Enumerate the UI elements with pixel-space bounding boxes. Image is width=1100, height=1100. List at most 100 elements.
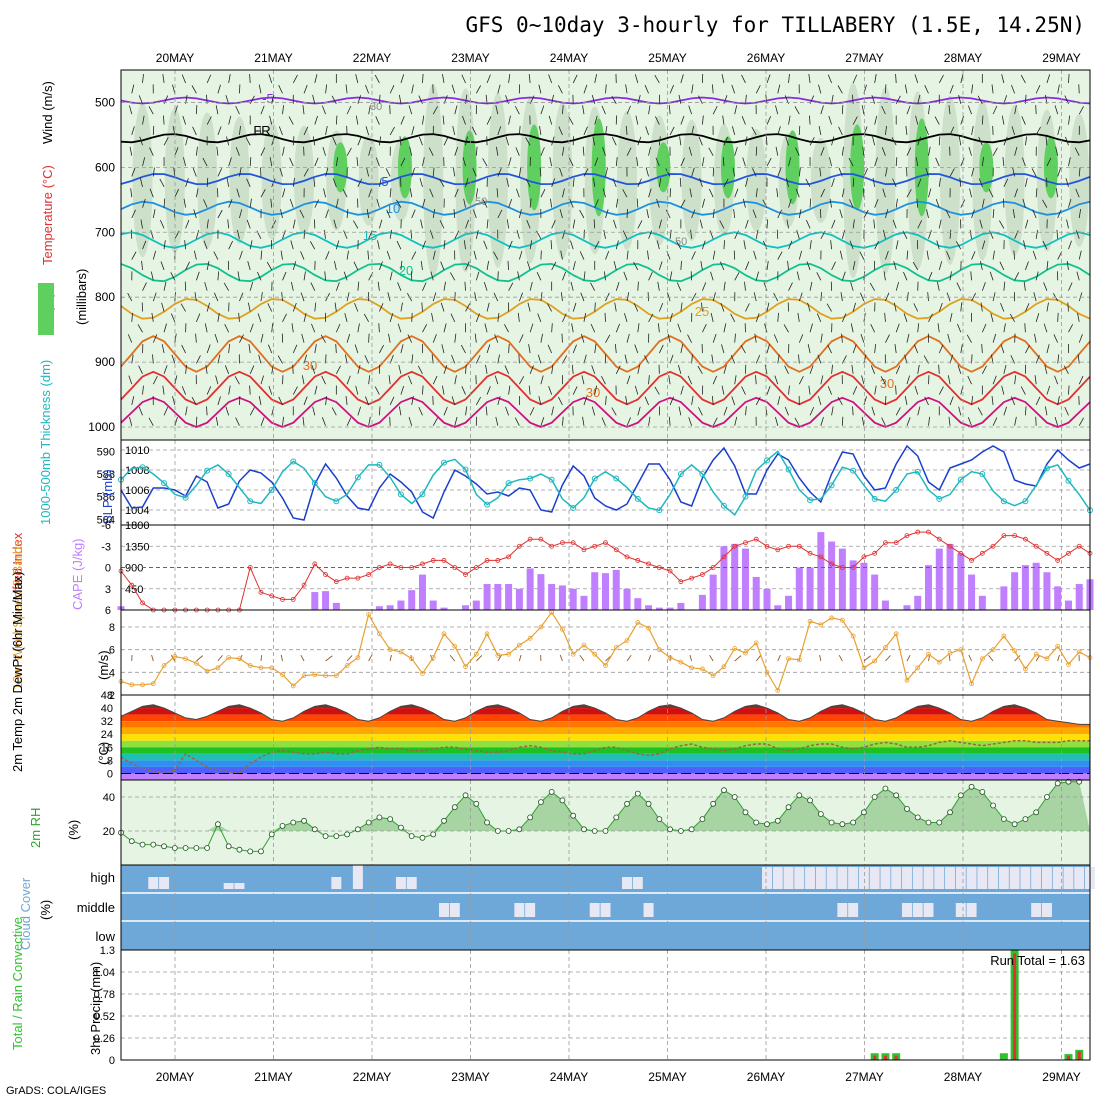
- wind-barb: [335, 115, 338, 125]
- wind-speed-marker: [775, 688, 781, 693]
- wind-barb: [841, 271, 846, 281]
- wind-barb: [303, 84, 308, 94]
- wind-barb: [755, 354, 761, 364]
- wind-barb: [224, 365, 230, 374]
- wind-barb: [723, 240, 725, 250]
- wind-speed-marker: [721, 664, 727, 670]
- rh-wet-area: [720, 136, 735, 199]
- wind-barb: [300, 251, 305, 260]
- wind-barb: [379, 261, 383, 271]
- wind-barb: [971, 251, 976, 260]
- wind-barb: [422, 324, 428, 333]
- wind-barb: [185, 136, 189, 146]
- wind-barb: [745, 303, 750, 312]
- slp-axis-label: SLP (mb): [100, 469, 115, 524]
- rh2m-axis-label: 2m RH: [28, 808, 43, 848]
- wind-barb: [548, 115, 553, 125]
- wind-barb: [193, 209, 197, 219]
- wind-barb: [730, 313, 736, 323]
- wind-barb: [431, 354, 434, 364]
- rh2m-marker: [990, 802, 996, 809]
- wind-barb: [302, 105, 305, 115]
- wind-tick-label: 8: [109, 622, 115, 634]
- lifted-index-axis-label: Lifted Index: [10, 532, 25, 600]
- wind-barb: [914, 74, 919, 84]
- cape-bar: [462, 605, 470, 610]
- wind-barb: [562, 271, 567, 281]
- lifted-index-line: [120, 531, 1091, 611]
- wind-barb: [1065, 178, 1069, 187]
- wind-barb: [885, 125, 887, 135]
- wind-barb: [851, 364, 854, 374]
- wind-barb: [902, 230, 908, 239]
- wind-speed-marker: [1012, 648, 1018, 654]
- rh2m-marker: [667, 826, 673, 833]
- surface-wind-barb: [885, 655, 891, 662]
- rh2m-marker: [301, 817, 307, 824]
- wind-barb: [605, 167, 608, 177]
- wind-barb: [1055, 146, 1059, 156]
- cloud-cover-axis-label: Cloud Cover: [18, 877, 33, 950]
- wind-speed-marker: [1001, 633, 1007, 639]
- wind-barb: [678, 365, 682, 374]
- wind-barb: [1068, 115, 1071, 125]
- wind-barb: [787, 260, 789, 270]
- lifted-index-marker: [570, 540, 576, 546]
- wind-barb: [331, 407, 337, 416]
- wind-barb: [591, 365, 596, 374]
- wind-barb: [1025, 219, 1029, 229]
- wind-barb: [475, 85, 482, 94]
- wind-barb: [958, 406, 962, 416]
- rh2m-marker: [408, 833, 415, 839]
- wind-barb: [741, 386, 746, 395]
- high-cloud-cell: [762, 867, 772, 889]
- thickness-marker: [225, 471, 232, 477]
- wind-barb: [700, 260, 703, 270]
- wind-barb: [1078, 167, 1081, 177]
- temperature-color-band: [121, 760, 1090, 767]
- wind-barb: [806, 220, 811, 229]
- wind-speed-marker: [764, 669, 770, 675]
- wind-barb: [669, 396, 674, 406]
- wind-barb: [1032, 250, 1037, 260]
- wind-barb: [505, 136, 509, 146]
- wind-barb: [314, 157, 319, 167]
- wind-barb: [290, 240, 294, 250]
- wind-barb: [529, 281, 533, 291]
- wind-barb: [938, 74, 944, 84]
- wind-barb: [300, 292, 305, 302]
- thickness-marker: [290, 458, 297, 465]
- wind-barb: [343, 230, 348, 239]
- wind-barb: [239, 125, 241, 135]
- wind-barb: [861, 375, 865, 385]
- wind-barb: [217, 84, 221, 94]
- wind-barb: [1044, 406, 1048, 416]
- wind-barb: [452, 167, 456, 177]
- wind-barb: [615, 240, 619, 250]
- wind-barb: [269, 115, 273, 125]
- wind-barb: [400, 157, 406, 167]
- wind-barb: [720, 302, 725, 312]
- wind-barb: [960, 302, 963, 312]
- thickness-tick-label: 584: [97, 514, 115, 526]
- bottom-date-label: 23MAY: [451, 1070, 489, 1084]
- wind-barb: [411, 126, 415, 136]
- surface-wind-barb: [280, 654, 283, 662]
- wind-barb: [1014, 416, 1017, 426]
- wind-barb: [357, 281, 360, 291]
- wind-barb: [591, 94, 596, 104]
- wind-barb: [966, 334, 972, 343]
- wind-barb: [702, 323, 707, 333]
- wind-barb: [422, 73, 424, 84]
- wind-barb: [669, 84, 674, 94]
- wind-barb: [615, 365, 621, 374]
- wind-barb: [550, 240, 553, 250]
- wind-barb: [559, 167, 563, 177]
- wind-barb: [249, 385, 251, 395]
- rh2m-marker: [807, 797, 813, 804]
- wind-barb: [239, 334, 244, 343]
- rh2m-marker: [882, 785, 889, 792]
- wind-barb: [163, 323, 167, 333]
- wind-barb: [744, 281, 746, 291]
